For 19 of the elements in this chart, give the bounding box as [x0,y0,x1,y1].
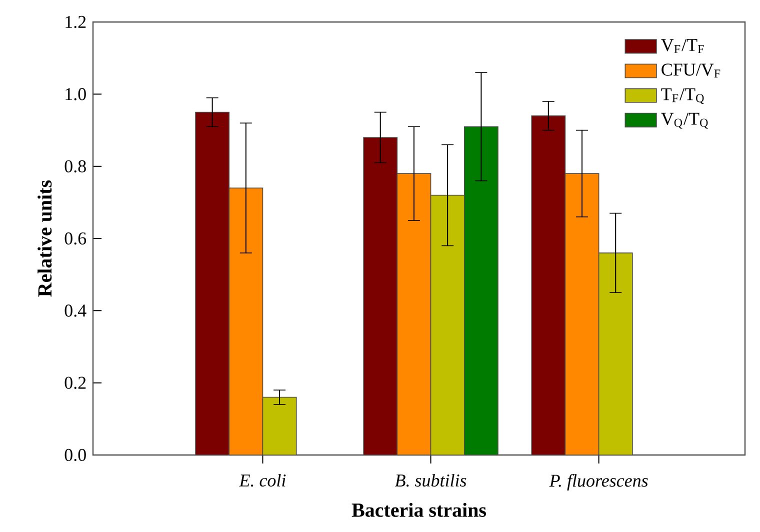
y-tick-label: 0.2 [64,376,86,389]
bar [564,173,600,455]
y-tick-label: 0.8 [64,160,86,172]
x-tick-label: B. subtilis [394,474,466,487]
y-tick-label: 1.2 [66,16,86,28]
x-axis-title: Bacteria strains [352,502,486,517]
y-tick-label: 0.0 [64,448,86,462]
legend-label: T$_{F}$/T$_{Q}$ [661,88,704,104]
bar [396,173,432,455]
y-axis-title: Relative units [38,180,52,297]
x-tick-label: P. fluorescens [549,474,648,490]
x-tick-label: E. coli [239,474,286,487]
legend-label: V$_{F}$/T$_{F}$ [661,39,704,53]
legend-label: V$_{Q}$/T$_{Q}$ [661,112,708,129]
y-tick-label: 0.6 [64,232,86,245]
legend-label: CFU/V$_{F}$ [662,64,720,78]
y-tick-label: 0.4 [64,304,86,317]
bar [228,188,264,455]
y-tick-label: 1.0 [66,88,86,100]
